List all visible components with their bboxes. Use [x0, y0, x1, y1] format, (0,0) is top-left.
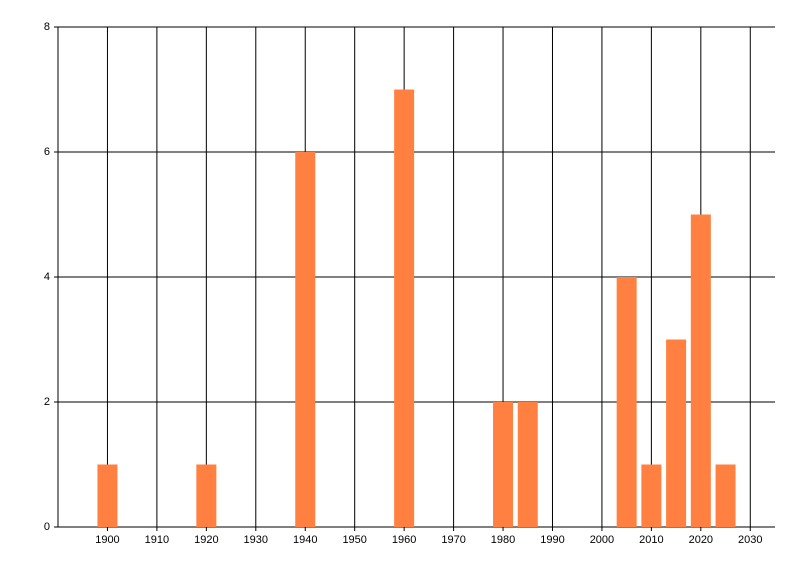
bar: [394, 89, 415, 527]
x-tick-label: 1910: [145, 534, 169, 546]
bar: [715, 464, 736, 527]
x-tick-label: 1990: [540, 534, 564, 546]
x-tick-label: 1940: [293, 534, 317, 546]
bar: [196, 464, 217, 527]
y-tick-label: 4: [44, 271, 50, 283]
x-tick-label: 1900: [95, 534, 119, 546]
x-tick-label: 2000: [590, 534, 614, 546]
x-tick-label: 1930: [244, 534, 268, 546]
x-tick-label: 1920: [194, 534, 218, 546]
y-tick-label: 8: [44, 21, 50, 33]
bar: [97, 464, 118, 527]
x-tick-label: 1950: [342, 534, 366, 546]
bar: [493, 402, 514, 527]
bar: [666, 339, 687, 527]
y-tick-label: 6: [44, 146, 50, 158]
x-tick-label: 1970: [441, 534, 465, 546]
x-tick-label: 2030: [738, 534, 762, 546]
x-tick-label: 2010: [639, 534, 663, 546]
x-tick-label: 1960: [392, 534, 416, 546]
x-tick-label: 1980: [491, 534, 515, 546]
x-tick-label: 2020: [689, 534, 713, 546]
y-tick-label: 0: [44, 521, 50, 533]
bar: [641, 464, 662, 527]
bar: [690, 214, 711, 527]
bar: [295, 152, 316, 527]
bar: [616, 277, 637, 527]
bar: [517, 402, 538, 527]
y-tick-label: 2: [44, 396, 50, 408]
